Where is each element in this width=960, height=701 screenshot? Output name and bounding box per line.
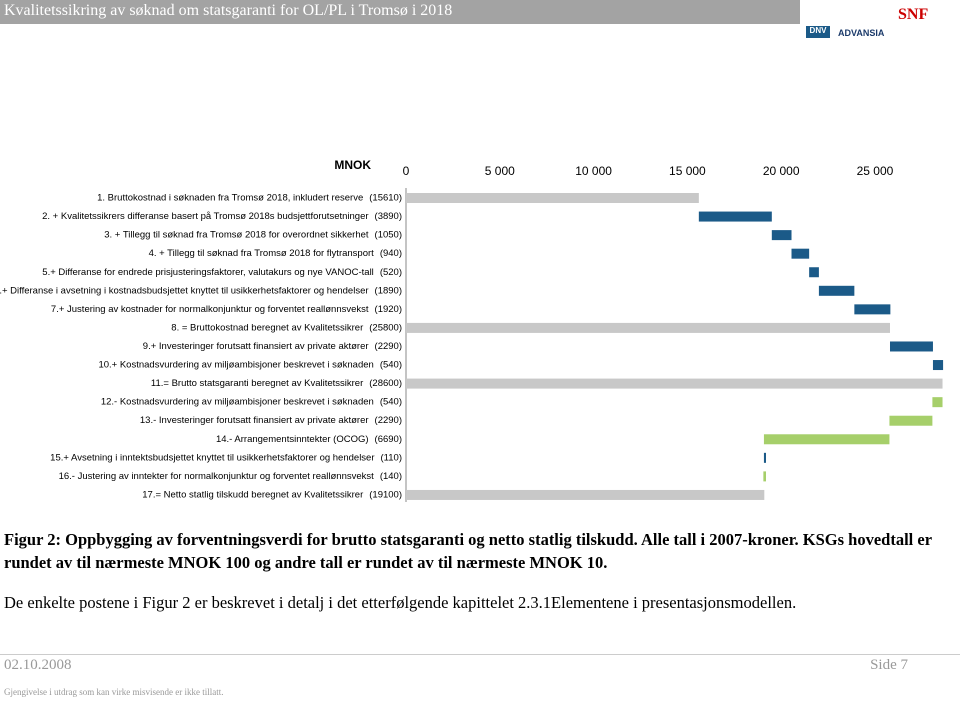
header-bar — [0, 0, 800, 24]
value-label: (110) — [381, 452, 402, 463]
category-label: 11.= Brutto statsgaranti beregnet av Kva… — [151, 378, 363, 389]
value-label: (6690) — [375, 434, 402, 445]
bar — [698, 211, 772, 222]
logo: SNF — [898, 6, 929, 23]
bar — [406, 193, 699, 203]
category-label: 15.+ Avsetning i inntektsbudsjettet knyt… — [50, 452, 374, 463]
category-label: 13.- Investeringer forutsatt finansiert … — [140, 415, 369, 426]
bar — [889, 415, 933, 426]
footer-date: 02.10.2008 — [4, 657, 72, 673]
bar — [932, 397, 943, 408]
bar — [889, 341, 933, 352]
value-label: (15610) — [369, 193, 402, 204]
category-label: 5.+ Differanse for endrede prisjustering… — [42, 267, 374, 278]
caption-text: De enkelte postene i Figur 2 er beskreve… — [4, 593, 797, 612]
value-label: (1050) — [375, 230, 402, 241]
logo: ADVANSIA — [838, 28, 885, 38]
footer-page: Side 7 — [870, 657, 908, 673]
value-label: (25800) — [369, 322, 402, 333]
header-title: Kvalitetssikring av søknad om statsgaran… — [4, 2, 453, 19]
category-label: 16.- Justering av inntekter for normalko… — [59, 471, 375, 482]
footer-line — [0, 654, 960, 655]
x-tick-label: 25 000 — [857, 164, 894, 178]
value-label: (140) — [380, 471, 402, 482]
category-label: 12.- Kostnadsvurdering av miljøambisjone… — [101, 397, 374, 408]
value-label: (940) — [380, 248, 402, 259]
bar — [854, 304, 891, 315]
category-label: 2. + Kvalitetssikrers differanse basert … — [42, 211, 368, 222]
bar — [406, 378, 943, 389]
bar — [809, 267, 819, 278]
bar — [932, 360, 944, 371]
x-tick-label: 10 000 — [575, 164, 612, 178]
logo: DNV — [806, 26, 830, 38]
value-label: (2290) — [375, 341, 402, 352]
x-tick-label: 15 000 — [669, 164, 706, 178]
value-label: (520) — [380, 267, 402, 278]
category-label: 9.+ Investeringer forutsatt finansiert a… — [143, 341, 369, 352]
value-label: (28600) — [369, 378, 402, 389]
bar — [771, 230, 792, 241]
category-label: 6.+ Differanse i avsetning i kostnadsbud… — [0, 285, 369, 296]
category-label: 1. Bruttokostnad i søknaden fra Tromsø 2… — [97, 193, 363, 204]
category-label: 3. + Tillegg til søknad fra Tromsø 2018 … — [104, 230, 369, 241]
value-label: (19100) — [369, 489, 402, 500]
category-label: 14.- Arrangementsinntekter (OCOG) — [216, 434, 369, 445]
category-label: 17.= Netto statlig tilskudd beregnet av … — [142, 489, 363, 500]
value-label: (1890) — [375, 285, 402, 296]
bar — [791, 248, 810, 259]
value-label: (1920) — [375, 304, 402, 315]
value-label: (540) — [380, 360, 402, 371]
axis-label: MNOK — [334, 158, 371, 172]
x-tick-label: 5 000 — [485, 164, 515, 178]
x-tick-label: 0 — [403, 164, 410, 178]
caption-bold: Figur 2: Oppbygging av forventningsverdi… — [4, 530, 932, 572]
bar — [763, 452, 766, 463]
category-label: 4. + Tillegg til søknad fra Tromsø 2018 … — [149, 248, 375, 259]
bar — [818, 285, 855, 296]
category-label: 10.+ Kostnadsvurdering av miljøambisjone… — [98, 360, 373, 371]
chart: MNOK 0 5 000 10 000 15 000 20 000 25 000 (1561… — [0, 158, 944, 502]
footer-notice: Gjengivelse i utdrag som kan virke misvi… — [4, 687, 224, 697]
x-tick-label: 20 000 — [763, 164, 800, 178]
bar — [763, 471, 766, 482]
value-label: (540) — [380, 397, 402, 408]
bar — [406, 489, 765, 500]
value-label: (3890) — [375, 211, 402, 222]
bar — [763, 434, 890, 445]
category-label: 8. = Bruttokostnad beregnet av Kvalitets… — [171, 322, 363, 333]
value-label: (2290) — [375, 415, 402, 426]
category-label: 7.+ Justering av kostnader for normalkon… — [51, 304, 369, 315]
bar — [406, 322, 890, 333]
